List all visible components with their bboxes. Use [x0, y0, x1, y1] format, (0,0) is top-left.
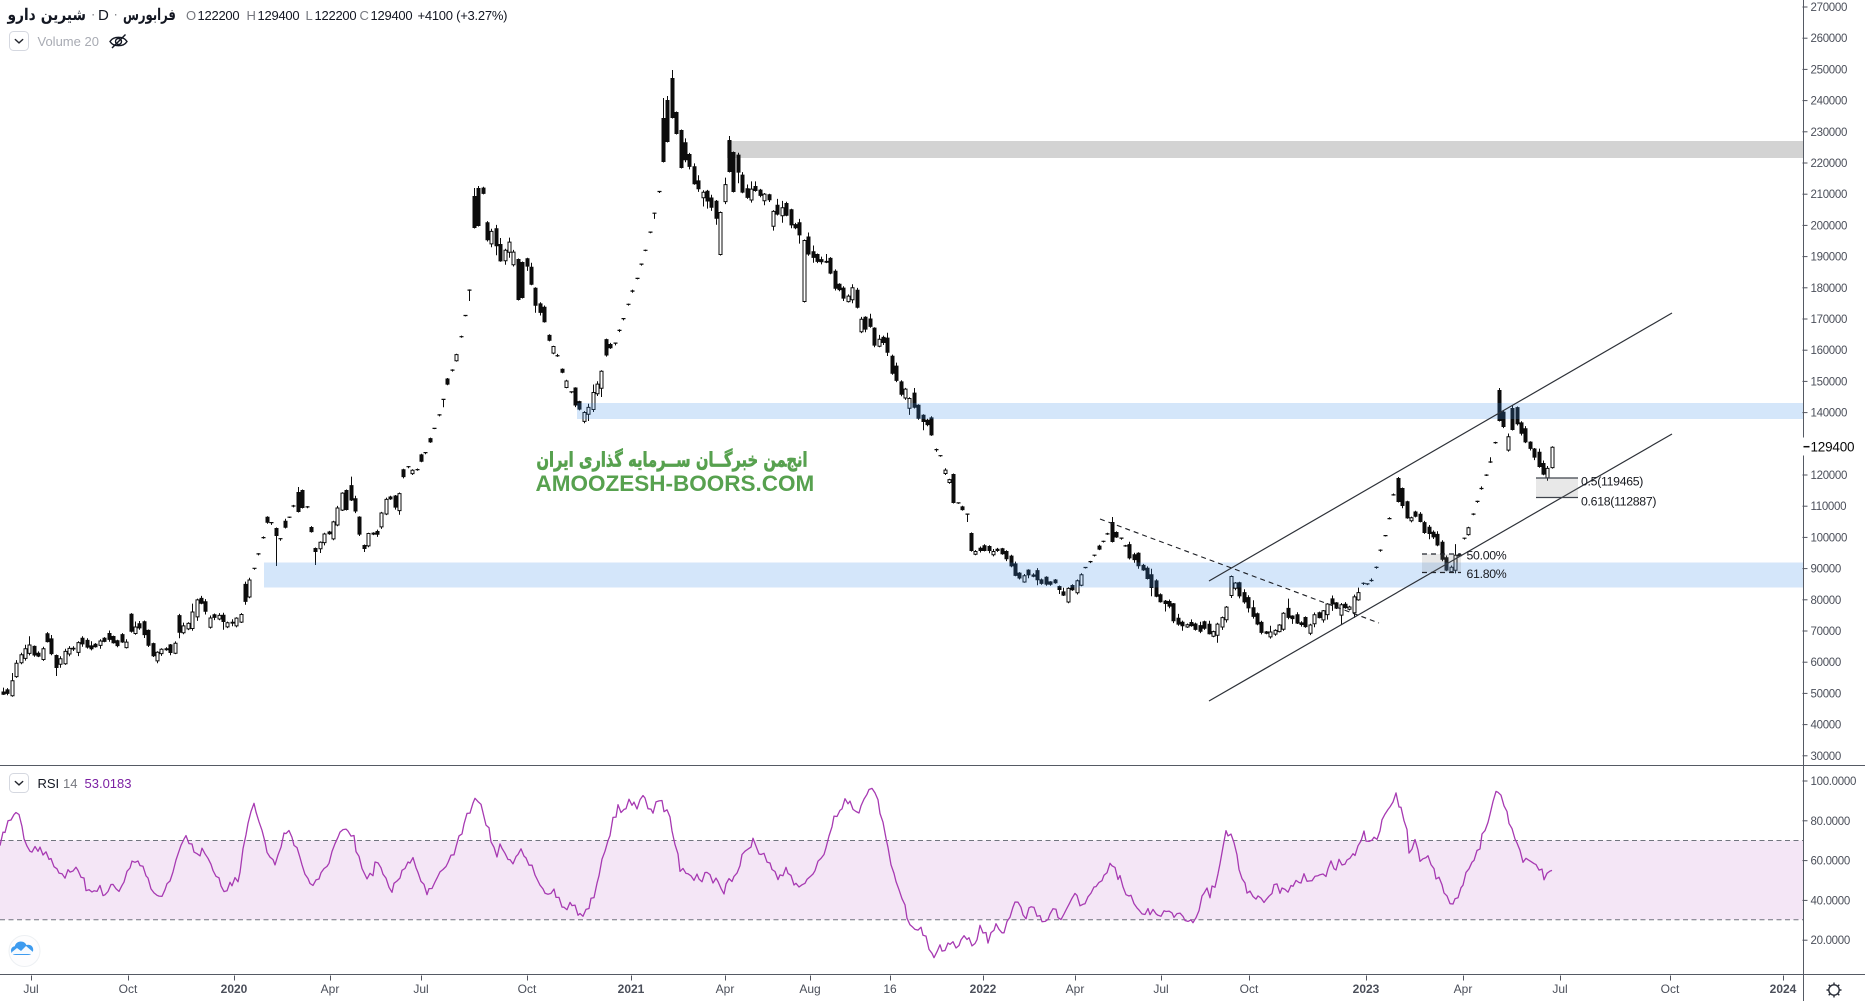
svg-text:Aug: Aug — [799, 982, 820, 996]
svg-text:180000: 180000 — [1811, 283, 1848, 295]
svg-text:Apr: Apr — [1454, 982, 1473, 996]
svg-text:2023: 2023 — [1353, 982, 1380, 996]
svg-text:Oct: Oct — [1240, 982, 1259, 996]
svg-text:50.00%: 50.00% — [1467, 549, 1507, 563]
svg-text:220000: 220000 — [1811, 158, 1848, 170]
svg-text:Oct: Oct — [1661, 982, 1680, 996]
svg-text:140000: 140000 — [1811, 408, 1848, 420]
svg-text:100000: 100000 — [1811, 532, 1848, 544]
svg-text:240000: 240000 — [1811, 96, 1848, 108]
svg-text:+4100 (+3.27%): +4100 (+3.27%) — [418, 8, 508, 23]
svg-text:Jul: Jul — [23, 982, 38, 996]
svg-text:40.0000: 40.0000 — [1811, 895, 1850, 907]
svg-text:129400: 129400 — [258, 8, 300, 23]
svg-text:53.0183: 53.0183 — [85, 776, 132, 791]
svg-text:·: · — [114, 7, 118, 22]
svg-text:RSI: RSI — [38, 776, 60, 791]
svg-text:2020: 2020 — [221, 982, 248, 996]
svg-text:40000: 40000 — [1811, 720, 1841, 732]
svg-text:110000: 110000 — [1811, 501, 1847, 513]
svg-text:80000: 80000 — [1811, 595, 1841, 607]
svg-text:Jul: Jul — [1153, 982, 1168, 996]
svg-text:30000: 30000 — [1811, 751, 1841, 763]
svg-text:190000: 190000 — [1811, 252, 1848, 264]
svg-text:270000: 270000 — [1811, 2, 1848, 14]
svg-text:2022: 2022 — [970, 982, 997, 996]
svg-text:AMOOZESH-BOORS.COM: AMOOZESH-BOORS.COM — [536, 471, 815, 496]
svg-text:150000: 150000 — [1811, 376, 1848, 388]
svg-text:90000: 90000 — [1811, 564, 1841, 576]
svg-text:Jul: Jul — [413, 982, 428, 996]
svg-text:Apr: Apr — [1066, 982, 1085, 996]
svg-text:D: D — [98, 7, 109, 24]
svg-text:Oct: Oct — [518, 982, 537, 996]
svg-text:H: H — [247, 8, 256, 23]
svg-text:100.0000: 100.0000 — [1811, 776, 1857, 788]
svg-text:122200: 122200 — [315, 8, 357, 23]
svg-text:·: · — [91, 7, 95, 22]
svg-text:60.0000: 60.0000 — [1811, 856, 1850, 868]
svg-text:50000: 50000 — [1811, 688, 1841, 700]
svg-text:122200: 122200 — [198, 8, 240, 23]
svg-text:129400: 129400 — [1811, 440, 1855, 455]
svg-text:O: O — [186, 8, 196, 23]
svg-text:16: 16 — [883, 982, 897, 996]
svg-text:170000: 170000 — [1811, 314, 1848, 326]
svg-text:129400: 129400 — [371, 8, 413, 23]
svg-text:0.5(119465): 0.5(119465) — [1581, 475, 1643, 489]
svg-text:Volume 20: Volume 20 — [38, 34, 99, 49]
svg-text:120000: 120000 — [1811, 470, 1848, 482]
svg-text:C: C — [360, 8, 369, 23]
svg-text:200000: 200000 — [1811, 220, 1848, 232]
svg-text:L: L — [306, 8, 313, 23]
svg-text:260000: 260000 — [1811, 33, 1848, 45]
svg-text:230000: 230000 — [1811, 127, 1848, 139]
svg-text:2024: 2024 — [1770, 982, 1797, 996]
svg-text:210000: 210000 — [1811, 189, 1848, 201]
svg-text:70000: 70000 — [1811, 626, 1841, 638]
svg-text:250000: 250000 — [1811, 64, 1848, 76]
svg-text:14: 14 — [63, 776, 77, 791]
svg-text:Jul: Jul — [1552, 982, 1567, 996]
svg-text:0.618(112887): 0.618(112887) — [1581, 495, 1656, 509]
svg-text:Oct: Oct — [119, 982, 138, 996]
svg-text:60000: 60000 — [1811, 657, 1841, 669]
svg-text:80.0000: 80.0000 — [1811, 816, 1850, 828]
svg-text:Apr: Apr — [716, 982, 735, 996]
svg-text:2021: 2021 — [618, 982, 645, 996]
svg-text:61.80%: 61.80% — [1467, 567, 1507, 581]
svg-text:Apr: Apr — [321, 982, 340, 996]
svg-text:20.0000: 20.0000 — [1811, 935, 1850, 947]
svg-text:160000: 160000 — [1811, 345, 1848, 357]
